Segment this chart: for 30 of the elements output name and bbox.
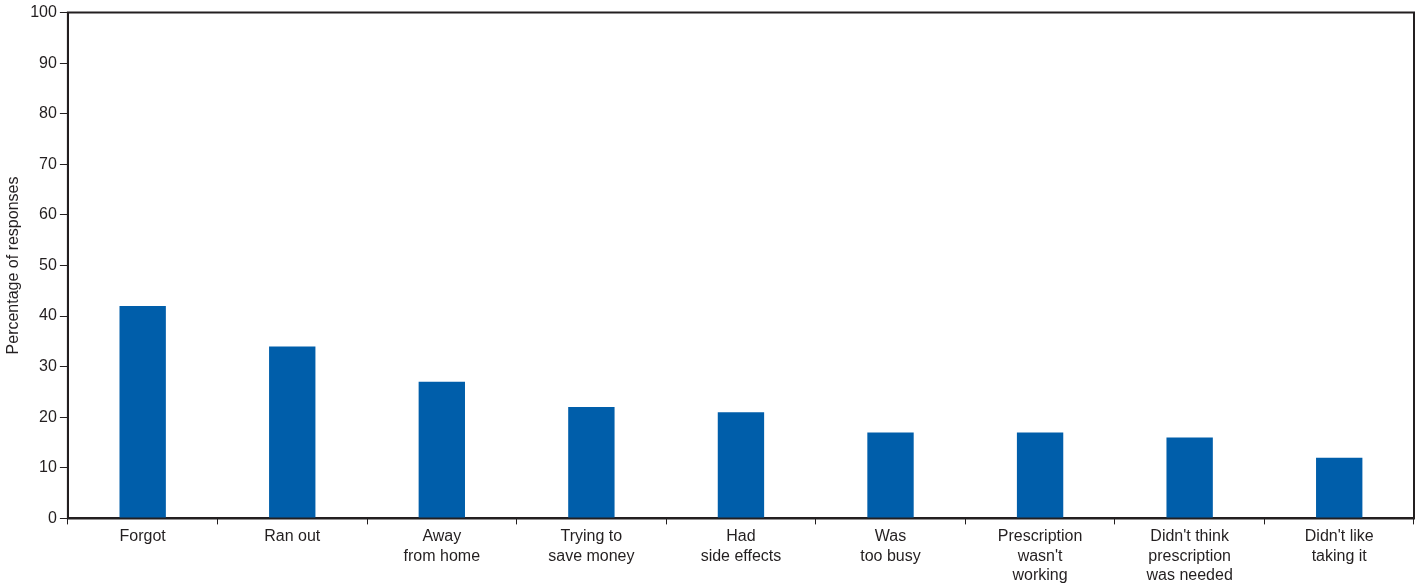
bar: [418, 381, 465, 518]
y-tick-label: 50: [39, 255, 57, 273]
x-tick-label: Forgot: [119, 527, 167, 545]
bar: [717, 412, 765, 518]
x-tick-label: Had side effects: [700, 527, 782, 564]
y-tick-label: 90: [39, 53, 57, 71]
bar: [867, 432, 914, 518]
x-tick-label: Away from home: [403, 527, 481, 564]
y-axis-title: Percentage of responses: [4, 176, 22, 355]
y-tick-label: 70: [39, 154, 57, 172]
bar: [1166, 437, 1213, 518]
x-tick-label: Didn't like taking it: [1304, 527, 1374, 564]
bar: [1316, 457, 1363, 518]
y-tick-label: 60: [39, 205, 57, 223]
y-tick-label: 80: [39, 104, 57, 122]
x-tick-label: Prescription wasn't working: [997, 527, 1083, 583]
bar: [269, 346, 316, 518]
x-tick-label: Trying to save money: [548, 527, 635, 564]
y-tick-label: 20: [39, 407, 57, 425]
x-tick-label: Didn't think prescription was needed: [1145, 527, 1233, 583]
y-tick-label: 10: [39, 458, 57, 476]
y-tick-label: 0: [47, 508, 57, 526]
bar: [568, 407, 615, 518]
y-tick-label: 100: [30, 3, 57, 21]
y-tick-label: 30: [39, 357, 57, 375]
x-tick-label: Ran out: [264, 527, 321, 545]
bar: [119, 305, 166, 518]
y-tick-label: 40: [39, 306, 57, 324]
bar: [1016, 432, 1064, 518]
x-tick-label: Was too busy: [860, 527, 921, 564]
